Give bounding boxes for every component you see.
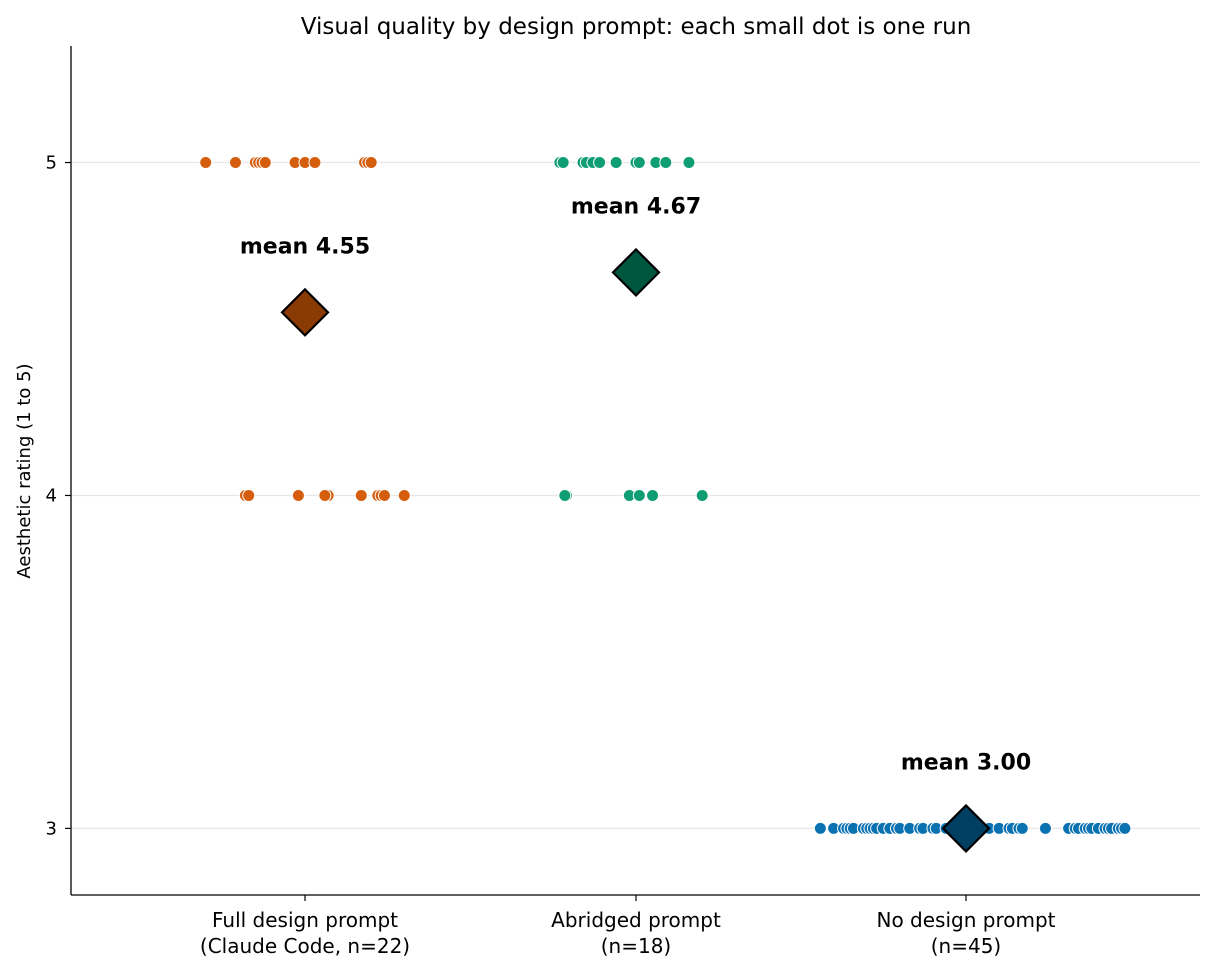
x-ticks: Full design prompt(Claude Code, n=22) Abr… — [200, 895, 1056, 958]
run-point — [377, 488, 391, 502]
run-point — [1118, 821, 1132, 835]
run-point — [242, 488, 256, 502]
run-point — [258, 156, 272, 170]
run-point — [364, 156, 378, 170]
mean-label: mean 4.67 — [571, 194, 701, 219]
category-label: Abridged prompt — [551, 908, 721, 932]
run-point — [556, 156, 570, 170]
category-label: No design prompt — [877, 908, 1056, 932]
mean-marker — [941, 803, 991, 853]
run-point — [318, 488, 332, 502]
run-point — [1038, 821, 1052, 835]
mean-marker — [611, 247, 661, 297]
mean-marker — [280, 287, 330, 337]
run-point — [632, 156, 646, 170]
run-point — [1015, 821, 1029, 835]
run-point — [308, 156, 322, 170]
run-point — [813, 821, 827, 835]
category-label: Full design prompt — [212, 908, 398, 932]
y-ticks: 3 4 5 — [46, 153, 71, 839]
category-sublabel: (n=45) — [931, 934, 1002, 958]
mean-markers: mean 4.55 mean 4.67 mean 3.00 — [240, 194, 1031, 853]
run-point — [397, 488, 411, 502]
mean-label: mean 3.00 — [901, 750, 1031, 775]
chart-title: Visual quality by design prompt: each sm… — [301, 14, 972, 40]
category-sublabel: (Claude Code, n=22) — [200, 934, 410, 958]
run-point — [646, 488, 660, 502]
run-point — [695, 488, 709, 502]
y-tick-label: 4 — [46, 485, 57, 506]
y-axis-label: Aesthetic rating (1 to 5) — [14, 363, 35, 578]
run-point — [659, 156, 673, 170]
y-tick-label: 5 — [46, 153, 57, 174]
run-point — [632, 488, 646, 502]
run-point — [291, 488, 305, 502]
run-point — [199, 156, 213, 170]
run-point — [558, 488, 572, 502]
run-point — [593, 156, 607, 170]
category-sublabel: (n=18) — [601, 934, 672, 958]
y-tick-label: 3 — [46, 818, 57, 839]
mean-label: mean 4.55 — [240, 234, 370, 259]
run-point — [228, 156, 242, 170]
run-point — [609, 156, 623, 170]
run-point — [354, 488, 368, 502]
run-point — [682, 156, 696, 170]
